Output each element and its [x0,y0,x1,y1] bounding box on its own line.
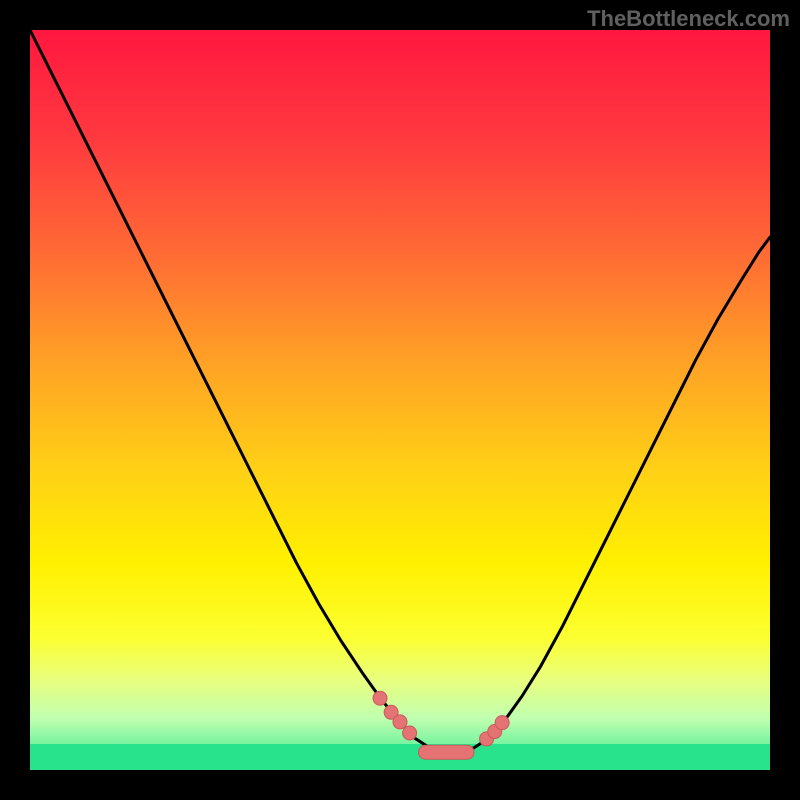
curve-marker [495,716,509,730]
curve-marker [373,691,387,705]
chart-frame: TheBottleneck.com [0,0,800,800]
plot-area [30,30,770,770]
bottleneck-curve [30,30,770,752]
valley-flat-marker [419,745,475,759]
curve-svg [30,30,770,770]
curve-marker [393,715,407,729]
curve-marker [403,726,417,740]
watermark-text: TheBottleneck.com [587,6,790,32]
